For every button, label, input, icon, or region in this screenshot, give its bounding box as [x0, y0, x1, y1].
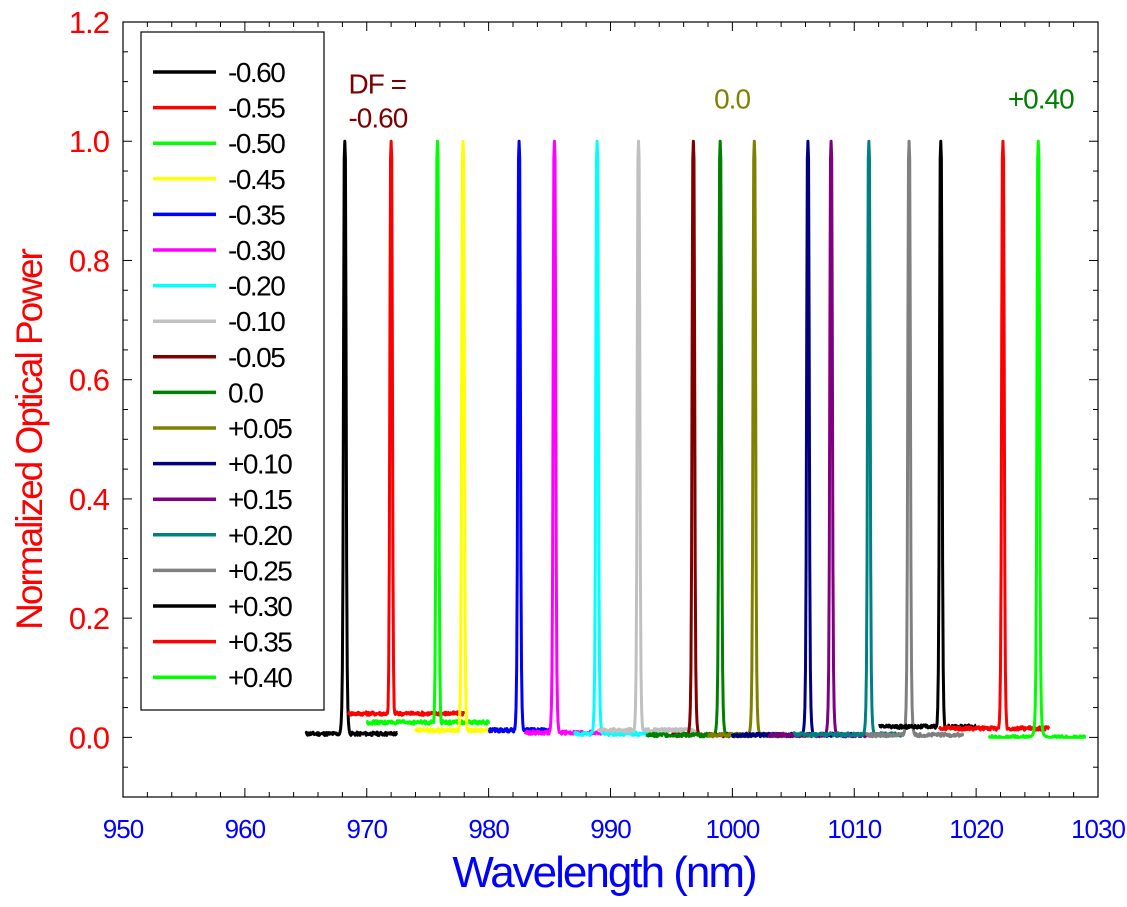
annotation-layer: DF =-0.60 0.0 +0.40: [348, 69, 1075, 134]
legend-label: +0.10: [228, 449, 292, 480]
x-tick-label: 1030: [1071, 814, 1125, 844]
series-line: [645, 139, 795, 739]
annotation-label: -0.60: [348, 103, 407, 134]
y-tick-label: 0.4: [69, 482, 110, 517]
legend-box: [140, 31, 325, 711]
series-layer: [304, 139, 1087, 739]
series-line: [365, 139, 491, 726]
x-tick-label: 980: [468, 814, 509, 844]
legend-label: +0.20: [228, 520, 292, 551]
series-line: [573, 139, 661, 738]
series-line: [347, 139, 466, 717]
x-tick-label: 970: [347, 814, 388, 844]
legend-label: -0.60: [228, 57, 285, 88]
y-tick-label: 0.8: [69, 243, 109, 278]
y-tick-label: 0.2: [69, 601, 109, 636]
y-tick-label: 1.0: [69, 124, 110, 159]
x-tick-label: 1020: [949, 814, 1003, 844]
legend-label: -0.45: [228, 164, 285, 195]
x-tick-label: 990: [590, 814, 631, 844]
legend-label: -0.55: [228, 93, 285, 124]
legend-label: -0.05: [228, 342, 285, 373]
series-line: [987, 139, 1087, 739]
legend-label: +0.15: [228, 484, 292, 515]
series-line: [767, 139, 880, 739]
x-tick-label: 1010: [827, 814, 881, 844]
series-line: [706, 139, 820, 739]
legend-label: +0.05: [228, 413, 292, 444]
series-line: [487, 139, 551, 734]
series-line: [414, 139, 515, 734]
legend-label: -0.35: [228, 199, 285, 230]
legend: -0.60 -0.55 -0.50 -0.45 -0.35 -0.30 -0.20 -0.10…: [140, 31, 325, 711]
series-line: [877, 139, 978, 730]
legend-label: -0.10: [228, 306, 285, 337]
legend-label: +0.25: [228, 555, 292, 586]
y-tick-label: 1.2: [69, 5, 109, 40]
legend-label: +0.40: [228, 662, 292, 693]
series-line: [523, 139, 612, 736]
legend-label: -0.20: [228, 271, 285, 302]
x-axis-title: Wavelength (nm): [452, 848, 755, 897]
x-tick-label: 950: [103, 814, 144, 844]
series-line: [596, 139, 697, 734]
annotation-label: 0.0: [714, 83, 750, 114]
legend-label: +0.30: [228, 591, 292, 622]
y-axis-title: Normalized Optical Power: [9, 248, 50, 629]
series-line: [938, 139, 1051, 732]
x-tick-label: 960: [225, 814, 266, 844]
legend-label: -0.30: [228, 235, 285, 266]
legend-label: +0.35: [228, 627, 292, 658]
legend-label: 0.0: [228, 377, 263, 408]
y-tick-label: 0.6: [69, 363, 109, 398]
series-line: [864, 139, 965, 739]
annotation-label: +0.40: [1008, 83, 1074, 114]
y-tick-label: 0.0: [69, 720, 110, 755]
annotation-label: DF =: [348, 69, 405, 100]
x-tick-label: 1000: [705, 814, 759, 844]
legend-label: -0.50: [228, 128, 285, 159]
axis-layer: 950 960 970 980 990 1000 1010 1020 1030 0.0 0.2 0.4…: [69, 5, 1127, 844]
series-line: [304, 139, 399, 738]
